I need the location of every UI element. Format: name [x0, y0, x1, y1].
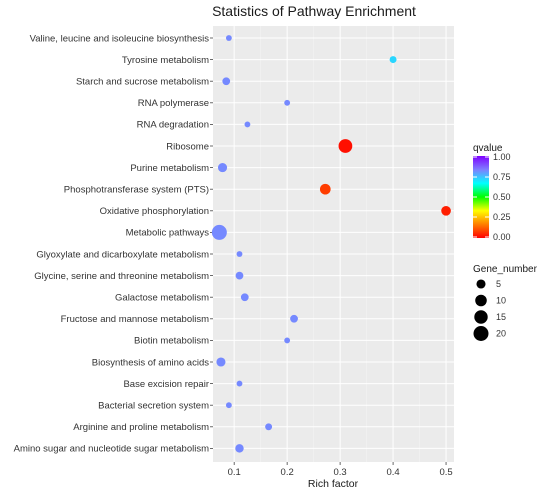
size-legend-dot	[474, 310, 488, 324]
point-ribosome	[338, 139, 353, 153]
y-tick-label: Fructose and mannose metabolism	[61, 314, 209, 325]
size-legend-label: 5	[496, 279, 501, 289]
point-biosynthesis-of-amino-acids	[216, 357, 226, 367]
x-tick-label: 0.2	[281, 467, 294, 478]
y-tick-label: RNA polymerase	[138, 98, 209, 109]
y-tick-label: Glycine, serine and threonine metabolism	[34, 271, 209, 282]
point-glyoxylate-and-dicarboxylate-metabolism	[236, 251, 243, 257]
size-legend-dot	[475, 294, 487, 307]
y-tick-labels: Valine, leucine and isoleucine biosynthe…	[14, 33, 213, 455]
y-tick-label: Starch and sucrose metabolism	[76, 77, 209, 88]
y-tick-label: Metabolic pathways	[126, 228, 210, 239]
point-rna-polymerase	[284, 99, 291, 106]
point-metabolic-pathways	[211, 224, 227, 240]
size-legend-dot	[473, 326, 489, 341]
y-tick-label: Glyoxylate and dicarboxylate metabolism	[36, 249, 209, 260]
point-fructose-and-mannose-metabolism	[290, 314, 298, 323]
qvalue-tick-label: 1.00	[493, 152, 511, 162]
point-bacterial-secretion-system	[225, 402, 232, 409]
y-tick-label: Valine, leucine and isoleucine biosynthe…	[30, 33, 210, 44]
point-purine-metabolism	[217, 163, 228, 173]
point-amino-sugar-and-nucleotide-sugar-metabolism	[235, 444, 244, 453]
point-starch-and-sucrose-metabolism	[222, 77, 231, 86]
chart-title: Statistics of Pathway Enrichment	[212, 3, 416, 19]
y-tick-label: Base excision repair	[123, 379, 209, 390]
x-tick-label: 0.1	[228, 467, 241, 478]
point-tyrosine-metabolism	[389, 56, 397, 64]
point-biotin-metabolism	[284, 337, 291, 344]
x-tick-labels: 0.1 0.2 0.3 0.4 0.5	[228, 462, 453, 478]
qvalue-tick-label: 0.00	[493, 232, 511, 242]
data-points	[211, 35, 451, 453]
qvalue-tick-label: 0.25	[493, 212, 511, 222]
qvalue-tick-label: 0.75	[493, 172, 511, 182]
size-legend-dot	[476, 279, 486, 289]
gene-number-size-legend: Gene_number 5 10 15 20	[473, 264, 538, 341]
y-tick-label: Galactose metabolism	[115, 293, 209, 304]
y-tick-label: RNA degradation	[137, 120, 209, 131]
gene-number-legend-title: Gene_number	[473, 264, 538, 275]
qvalue-tick-label: 0.50	[493, 192, 511, 202]
qvalue-color-legend: qvalue 1.00 0.75 0.50 0.25 0.00	[473, 143, 511, 242]
y-tick-label: Biosynthesis of amino acids	[92, 357, 209, 368]
point-rna-degradation	[244, 121, 251, 128]
qvalue-legend-title: qvalue	[473, 143, 503, 154]
point-phosphotransferase-system-pts	[319, 183, 331, 195]
x-tick-label: 0.4	[386, 467, 399, 478]
size-legend-label: 20	[496, 329, 506, 339]
y-tick-label: Biotin metabolism	[134, 336, 209, 347]
grid-lines	[213, 26, 454, 462]
y-tick-label: Ribosome	[166, 141, 209, 152]
point-base-excision-repair	[236, 380, 243, 387]
x-axis-label: Rich factor	[308, 478, 359, 490]
y-tick-label: Bacterial secretion system	[98, 401, 209, 412]
point-oxidative-phosphorylation	[441, 205, 451, 216]
y-tick-label: Tyrosine metabolism	[122, 55, 209, 66]
x-tick-label: 0.5	[439, 467, 452, 478]
y-tick-label: Amino sugar and nucleotide sugar metabol…	[14, 444, 209, 455]
point-arginine-and-proline-metabolism	[265, 423, 273, 431]
size-legend-label: 10	[496, 296, 506, 306]
point-glycine-serine-and-threonine-metabolism	[235, 271, 244, 280]
point-valine-leucine-and-isoleucine-biosynthesis	[225, 35, 232, 41]
y-tick-label: Oxidative phosphorylation	[100, 206, 209, 217]
size-legend-label: 15	[496, 312, 506, 322]
x-tick-label: 0.3	[334, 467, 347, 478]
y-tick-label: Phosphotransferase system (PTS)	[64, 185, 209, 196]
y-tick-label: Purine metabolism	[130, 163, 209, 174]
point-galactose-metabolism	[240, 293, 249, 302]
y-tick-label: Arginine and proline metabolism	[73, 422, 209, 433]
plot-panel	[213, 26, 454, 462]
